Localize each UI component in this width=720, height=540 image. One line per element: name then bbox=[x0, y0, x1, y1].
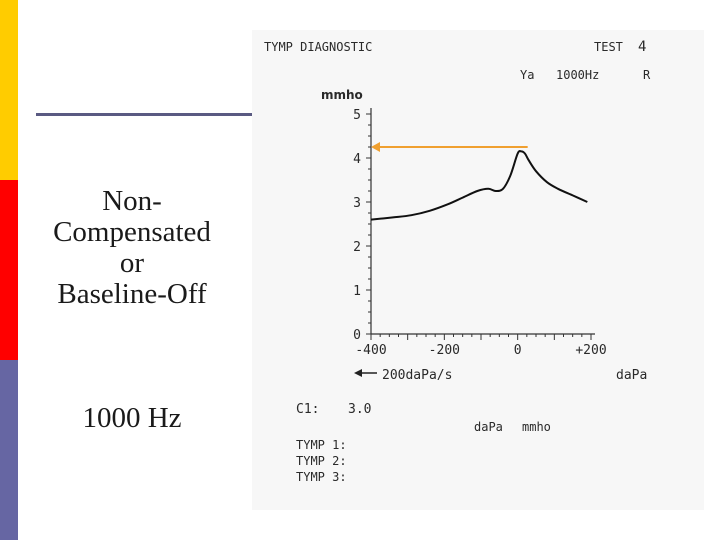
accent-bar-middle bbox=[0, 180, 18, 360]
accent-bar-bottom bbox=[0, 360, 18, 540]
accent-bar-top bbox=[0, 0, 18, 180]
c1-value: 3.0 bbox=[348, 402, 371, 417]
tympanogram-curve bbox=[370, 149, 588, 221]
title-line: Non- bbox=[102, 185, 162, 217]
y-unit-label: mmho bbox=[321, 88, 363, 102]
tymp-row: TYMP 3: bbox=[296, 470, 347, 484]
chart-annotations bbox=[371, 142, 528, 152]
x-tick-label: -400 bbox=[355, 343, 386, 358]
title-line: or bbox=[119, 247, 145, 279]
x-tick-label: +200 bbox=[575, 343, 606, 358]
y-tick-label: 0 bbox=[353, 328, 361, 343]
col-dapa: daPa bbox=[474, 420, 503, 434]
chart-series bbox=[370, 149, 588, 221]
slide-title: Non- Compensated or Baseline-Off bbox=[28, 186, 236, 310]
y-tick-label: 3 bbox=[353, 196, 361, 211]
test-number: 4 bbox=[638, 39, 646, 55]
ya-label: Ya bbox=[520, 68, 534, 82]
y-tick-label: 4 bbox=[353, 152, 361, 167]
title-line: Compensated bbox=[53, 216, 211, 248]
peak-arrow-head bbox=[371, 142, 380, 152]
col-mmho: mmho bbox=[522, 420, 551, 434]
tympanogram-printout bbox=[252, 30, 704, 510]
y-tick-label: 2 bbox=[353, 240, 361, 255]
c1-label: C1: bbox=[296, 402, 319, 417]
rate-label: 200daPa/s bbox=[382, 368, 452, 383]
chart-ticks: 0 1 2 3 4 5 -400 -200 0 +200 bbox=[353, 108, 607, 377]
ear-label: R bbox=[643, 68, 651, 82]
probe-frequency: 1000Hz bbox=[556, 68, 599, 82]
x-unit-label: daPa bbox=[616, 368, 647, 383]
frequency-label: 1000 Hz bbox=[82, 402, 182, 434]
y-tick-label: 5 bbox=[353, 108, 361, 123]
tymp-row: TYMP 1: bbox=[296, 438, 347, 452]
direction-arrow-head bbox=[354, 369, 362, 377]
test-label: TEST bbox=[594, 40, 623, 54]
title-line: Baseline-Off bbox=[57, 278, 207, 310]
printout-header: TYMP DIAGNOSTIC bbox=[264, 40, 372, 54]
x-tick-label: -200 bbox=[429, 343, 460, 358]
x-tick-label: 0 bbox=[514, 343, 522, 358]
y-tick-label: 1 bbox=[353, 284, 361, 299]
chart-axes bbox=[370, 108, 595, 335]
title-rule bbox=[36, 113, 252, 116]
tymp-row: TYMP 2: bbox=[296, 454, 347, 468]
